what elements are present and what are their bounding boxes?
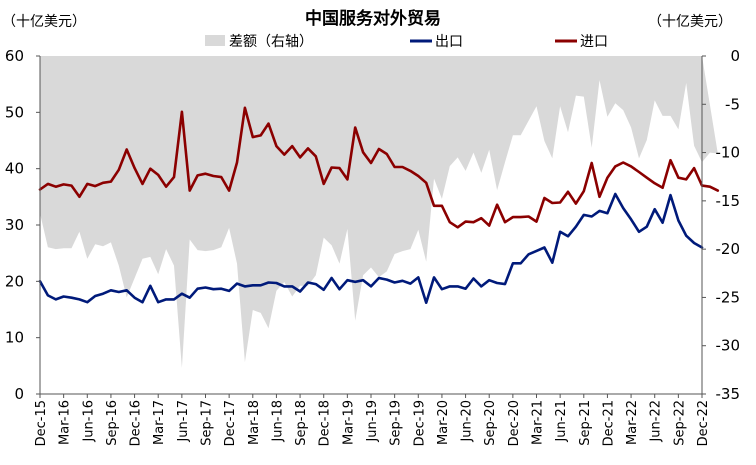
left-tick-label: 0 <box>14 385 24 403</box>
x-tick-label: Sep-16 <box>105 400 120 446</box>
x-tick-label: Dec-19 <box>412 400 427 446</box>
x-tick-label: Mar-19 <box>341 400 356 445</box>
x-tick-label: Sep-17 <box>200 400 215 446</box>
chart-title: 中国服务对外贸易 <box>305 8 441 29</box>
left-tick-label: 50 <box>5 103 24 121</box>
legend-area-swatch <box>205 35 225 46</box>
right-tick-label: -30 <box>716 337 741 355</box>
exports-series-line <box>38 192 704 305</box>
x-tick-label: Dec-20 <box>507 400 522 446</box>
x-tick-label: Jun-21 <box>554 400 569 443</box>
legend-area-label: 差额（右轴） <box>229 34 313 50</box>
right-tick-label: -15 <box>716 192 741 210</box>
left-axis-unit: （十亿美元） <box>2 14 86 30</box>
right-tick-label: 0 <box>730 47 740 65</box>
legend-exports-label: 出口 <box>435 34 463 50</box>
x-tick-label: Mar-21 <box>531 400 546 445</box>
left-tick-label: 10 <box>5 329 24 347</box>
x-tick-label: Mar-16 <box>58 400 73 445</box>
axes: 0 10 20 30 40 50 60 -35 -30 -25 -20 -15 -10 -5 0 Dec-15… <box>5 47 740 446</box>
x-tick-label: Dec-15 <box>34 400 49 446</box>
x-tick-label: Jun-16 <box>81 400 96 443</box>
x-tick-label: Dec-21 <box>601 400 616 446</box>
plot-area <box>38 56 720 368</box>
x-tick-label: Mar-17 <box>152 400 167 445</box>
x-tick-label: Jun-17 <box>176 400 191 443</box>
left-tick-label: 40 <box>5 160 24 178</box>
x-tick-label: Jun-22 <box>649 400 664 443</box>
right-axis-unit: （十亿美元） <box>648 14 732 30</box>
left-tick-label: 20 <box>5 272 24 290</box>
x-tick-label: Dec-16 <box>129 400 144 446</box>
right-tick-label: -5 <box>725 95 740 113</box>
x-tick-label: Sep-19 <box>389 400 404 446</box>
legend-imports-label: 进口 <box>580 34 608 50</box>
x-tick-label: Jun-20 <box>460 400 475 443</box>
x-tick-label: Sep-22 <box>672 400 687 446</box>
x-tick-label: Dec-22 <box>696 400 711 446</box>
x-tick-label: Dec-17 <box>223 400 238 446</box>
x-tick-label: Dec-18 <box>318 400 333 446</box>
x-tick-label: Mar-20 <box>436 400 451 445</box>
balance-area <box>40 56 718 368</box>
x-tick-label: Jun-19 <box>365 400 380 443</box>
right-tick-label: -25 <box>716 288 741 306</box>
x-tick-label: Mar-22 <box>625 400 640 445</box>
x-tick-label: Sep-18 <box>294 400 309 446</box>
left-tick-label: 60 <box>5 47 24 65</box>
x-tick-label: Sep-20 <box>483 400 498 446</box>
x-tick-label: Mar-18 <box>247 400 262 445</box>
x-tick-label: Jun-18 <box>270 400 285 443</box>
legend: 差额（右轴） 出口 进口 <box>205 34 608 50</box>
x-tick-label: Sep-21 <box>578 400 593 446</box>
left-tick-label: 30 <box>5 216 24 234</box>
right-tick-label: -10 <box>716 144 741 162</box>
right-tick-label: -20 <box>716 240 741 258</box>
imports-series-line <box>38 106 720 229</box>
right-tick-label: -35 <box>716 385 741 403</box>
